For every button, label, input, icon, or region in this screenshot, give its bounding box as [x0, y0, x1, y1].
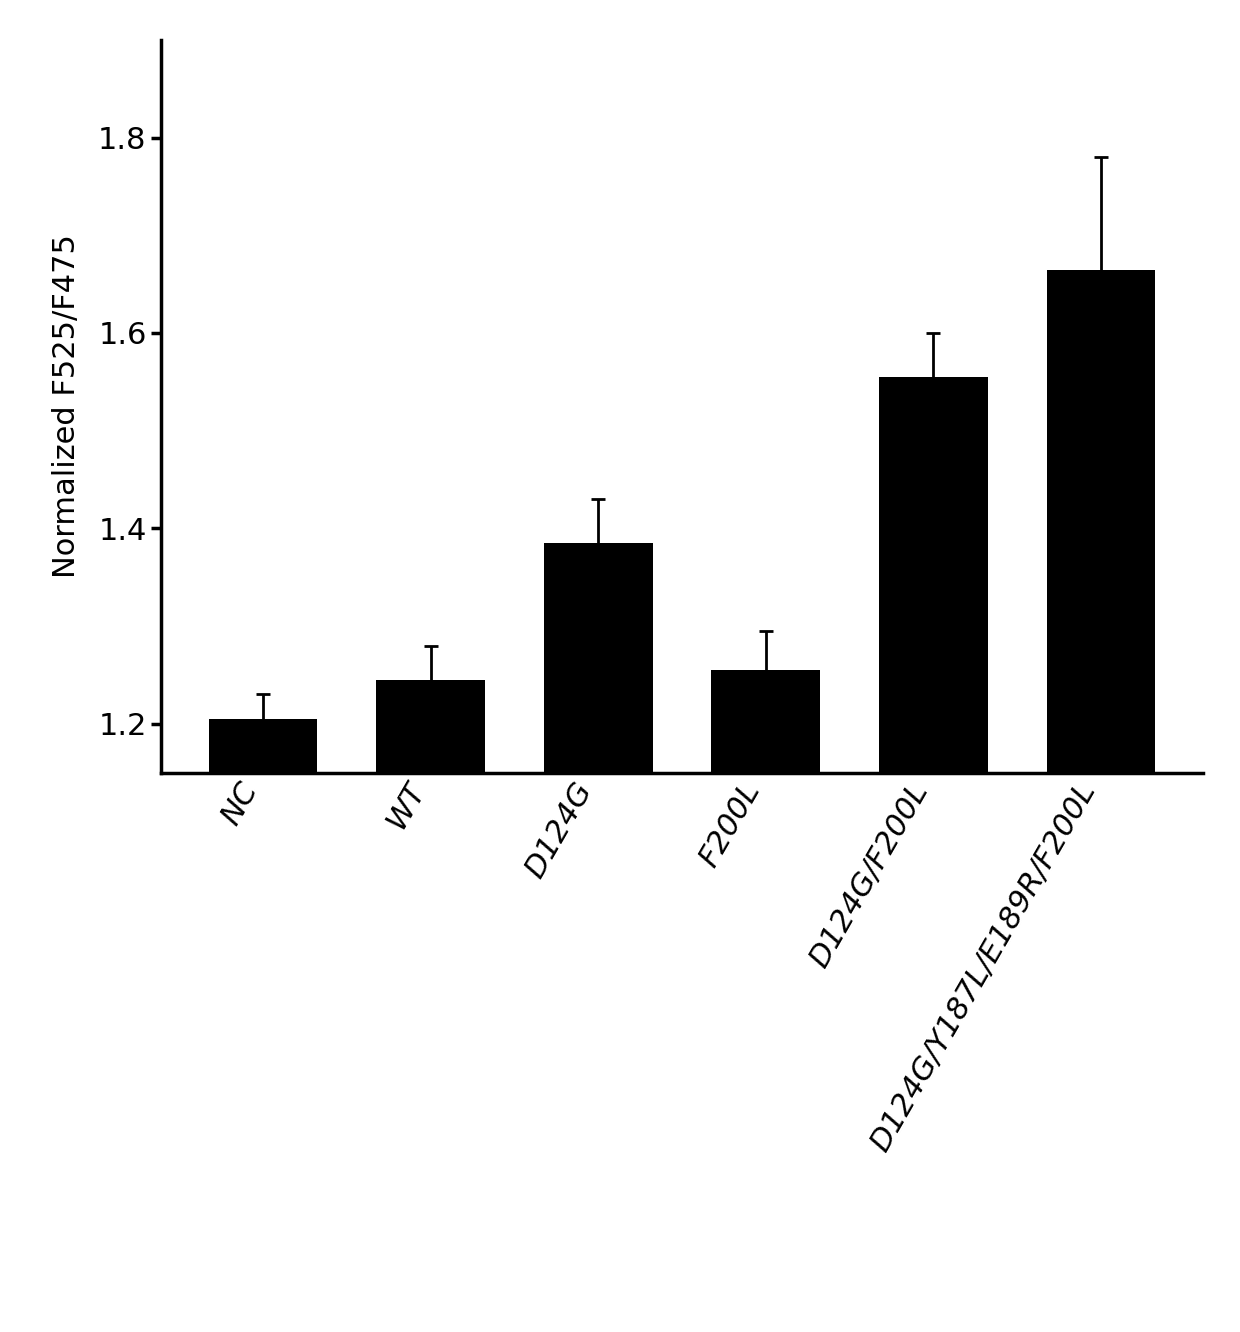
- Bar: [376, 679, 485, 1332]
- Bar: [879, 377, 988, 1332]
- Bar: [1047, 269, 1156, 1332]
- Bar: [208, 719, 317, 1332]
- Bar: [543, 543, 652, 1332]
- Y-axis label: Normalized F525/F475: Normalized F525/F475: [52, 234, 82, 578]
- Bar: [712, 670, 821, 1332]
